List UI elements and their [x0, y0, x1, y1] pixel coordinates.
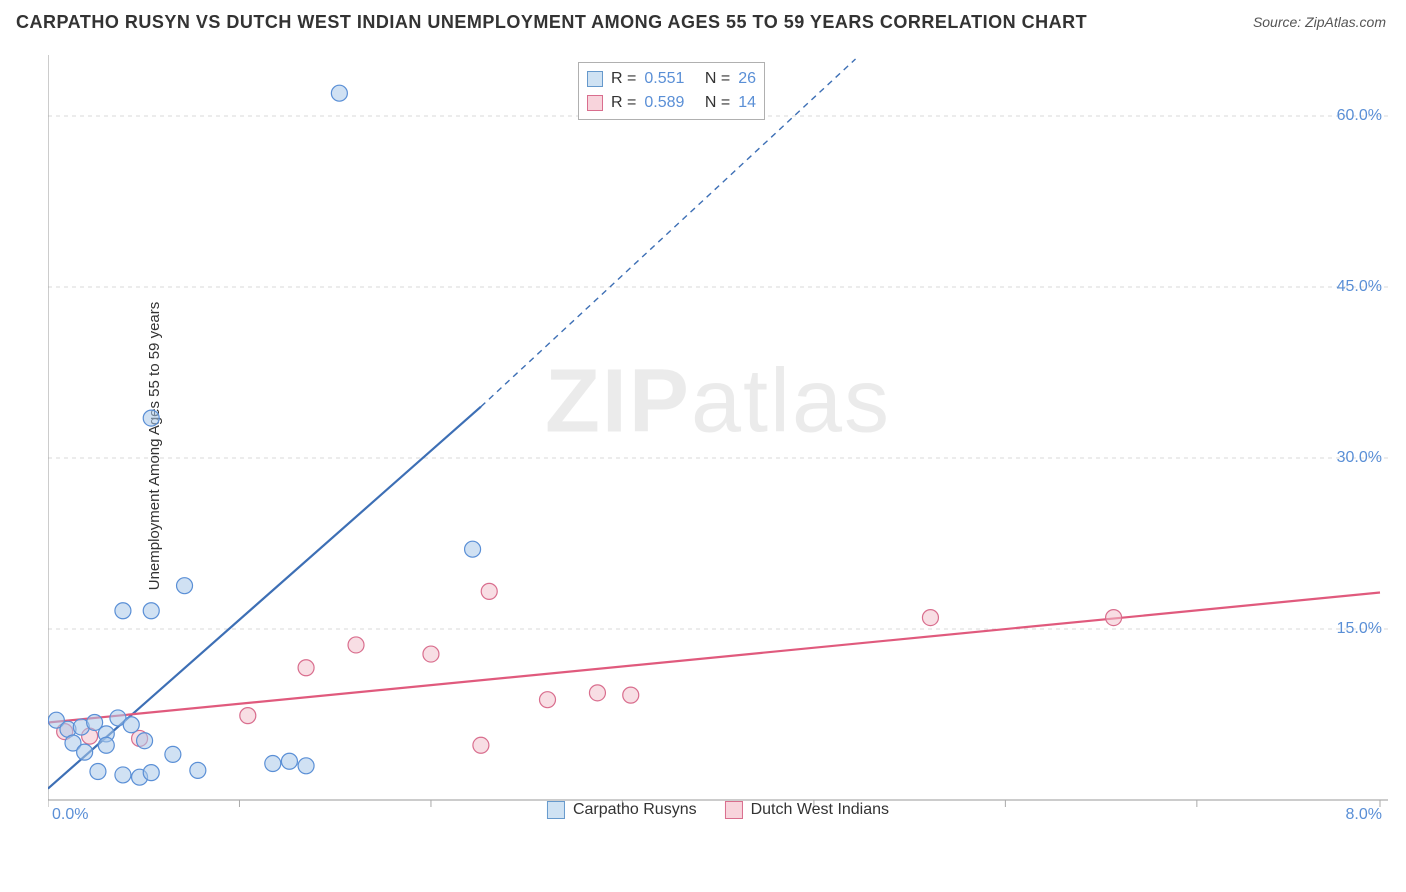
stat-value: 0.589: [644, 91, 684, 115]
stat-label: R =: [611, 91, 636, 115]
source-label: Source: ZipAtlas.com: [1253, 14, 1386, 30]
legend-square-icon: [725, 801, 743, 819]
stat-label: N =: [705, 67, 730, 91]
chart-title: CARPATHO RUSYN VS DUTCH WEST INDIAN UNEM…: [16, 12, 1087, 33]
chart-root: CARPATHO RUSYN VS DUTCH WEST INDIAN UNEM…: [0, 0, 1406, 892]
x-tick-label: 0.0%: [52, 806, 88, 824]
plot-area: ZIPatlas R = 0.551 N = 26 R = 0.589 N = …: [48, 55, 1388, 825]
stat-label: N =: [705, 91, 730, 115]
legend-square-icon: [587, 71, 603, 87]
y-tick-label: 60.0%: [1337, 107, 1382, 125]
legend-square-icon: [547, 801, 565, 819]
stat-value: 0.551: [644, 67, 684, 91]
stats-row: R = 0.589 N = 14: [587, 91, 756, 115]
stat-value: 26: [738, 67, 756, 91]
legend-label: Dutch West Indians: [751, 801, 889, 819]
y-tick-label: 15.0%: [1337, 620, 1382, 638]
stats-legend-box: R = 0.551 N = 26 R = 0.589 N = 14: [578, 62, 765, 120]
stats-row: R = 0.551 N = 26: [587, 67, 756, 91]
legend-square-icon: [587, 95, 603, 111]
y-tick-label: 30.0%: [1337, 449, 1382, 467]
scatter-plot-svg: [48, 55, 1388, 825]
legend-label: Carpatho Rusyns: [573, 801, 697, 819]
x-tick-label: 8.0%: [1346, 806, 1382, 824]
series-legend: Carpatho Rusyns Dutch West Indians: [547, 801, 889, 819]
stat-value: 14: [738, 91, 756, 115]
stat-label: R =: [611, 67, 636, 91]
legend-item: Dutch West Indians: [725, 801, 889, 819]
y-tick-label: 45.0%: [1337, 278, 1382, 296]
legend-item: Carpatho Rusyns: [547, 801, 697, 819]
